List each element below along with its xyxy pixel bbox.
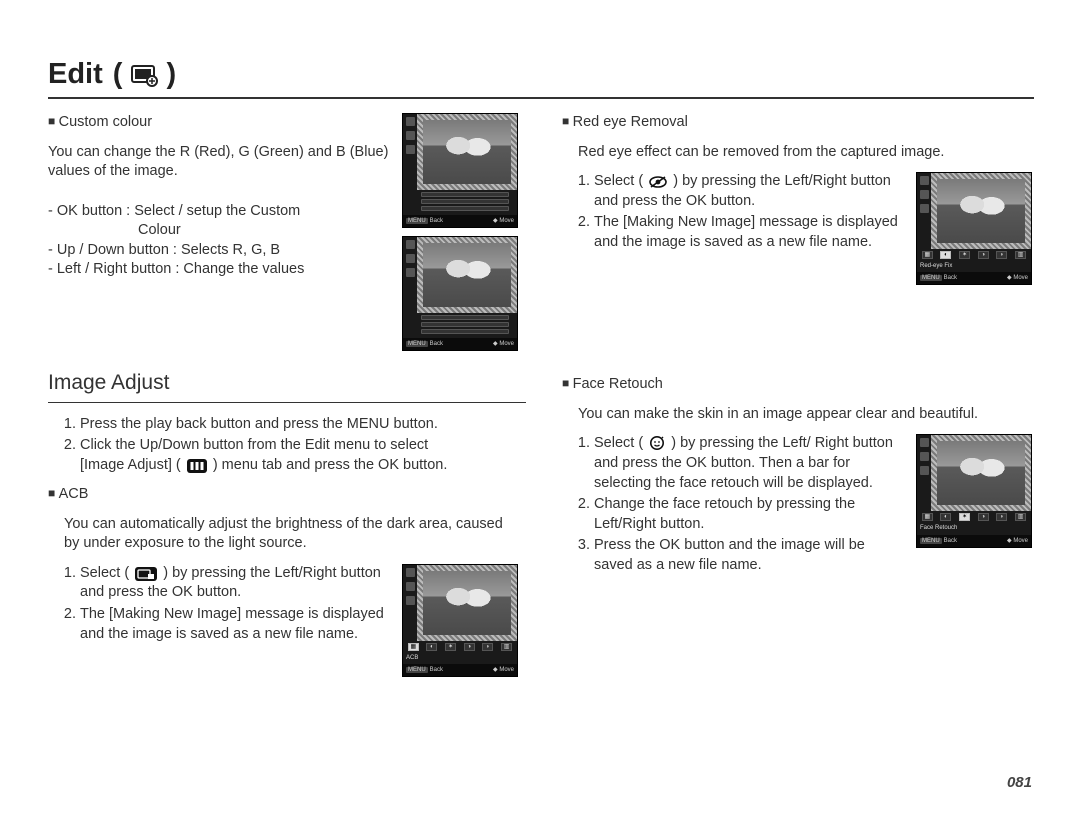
- lcd-face: ▦◐✶◑◗▥ Face Retouch MENUBack◆ Move: [916, 434, 1032, 547]
- page-number: 081: [1007, 774, 1032, 791]
- custom-colour-desc: You can change the R (Red), G (Green) an…: [48, 143, 392, 182]
- title-divider: [48, 97, 1034, 99]
- custom-colour-section: Custom colour You can change the R (Red)…: [48, 113, 518, 351]
- lcd-redeye: ▦◐✶◑◗▥ Red-eye Fix MENUBack◆ Move: [916, 172, 1032, 285]
- acb-step-1: Select ( ) by pressing the Left/Right bu…: [80, 564, 392, 603]
- face-step-3: Press the OK button and the image will b…: [594, 536, 906, 575]
- face-inline-icon: [649, 435, 665, 451]
- redeye-steps-block: Select ( ) by pressing the Left/Right bu…: [562, 172, 1032, 285]
- edit-badge-icon: [131, 65, 159, 87]
- lcd-acb: ▦◐✶◑◗▥ ACB MENUBack◆ Move: [402, 564, 518, 677]
- image-adjust-divider: [48, 402, 526, 403]
- acb-steps: Select ( ) by pressing the Left/Right bu…: [48, 564, 392, 644]
- face-step-2: Change the face retouch by pressing the …: [594, 495, 906, 534]
- acb-inline-icon: [135, 567, 157, 581]
- left-column: Custom colour You can change the R (Red)…: [48, 113, 518, 677]
- manual-page: Edit ( ) Custom colour You can change th…: [0, 0, 1080, 815]
- image-adjust-steps: Press the play back button and press the…: [48, 415, 518, 476]
- redeye-step-1: Select ( ) by pressing the Left/Right bu…: [594, 172, 906, 211]
- lcd-custom-colour-2: MENUBack◆ Move: [402, 236, 518, 351]
- custom-colour-heading: Custom colour: [48, 113, 392, 133]
- image-adjust-step-1: Press the play back button and press the…: [80, 415, 518, 435]
- lcd-custom-colour-1: MENUBack◆ Move: [402, 113, 518, 228]
- image-adjust-icon: [187, 459, 207, 473]
- acb-steps-block: Select ( ) by pressing the Left/Right bu…: [48, 564, 518, 677]
- redeye-step-2: The [Making New Image] message is displa…: [594, 213, 906, 252]
- custom-colour-bullet-1: - OK button : Select / setup the Custom: [48, 202, 392, 222]
- redeye-steps: Select ( ) by pressing the Left/Right bu…: [562, 172, 906, 252]
- face-steps-block: Select ( ) by pressing the Left/ Right b…: [562, 434, 1032, 585]
- face-step-1: Select ( ) by pressing the Left/ Right b…: [594, 434, 906, 493]
- custom-colour-bullet-2: - Up / Down button : Selects R, G, B: [48, 241, 392, 261]
- page-title-paren: ( ): [113, 58, 176, 91]
- image-adjust-heading: Image Adjust: [48, 369, 518, 397]
- image-adjust-step-2: Click the Up/Down button from the Edit m…: [80, 436, 518, 475]
- face-desc: You can make the skin in an image appear…: [562, 405, 1032, 425]
- custom-colour-screenshots: MENUBack◆ Move MENUBack◆ Move: [402, 113, 518, 351]
- acb-desc: You can automatically adjust the brightn…: [48, 515, 518, 554]
- redeye-inline-icon: [649, 175, 667, 189]
- redeye-desc: Red eye effect can be removed from the c…: [562, 143, 1032, 163]
- custom-colour-bullet-1b: Colour: [48, 221, 392, 241]
- acb-heading: ACB: [48, 485, 518, 505]
- face-heading: Face Retouch: [562, 375, 1032, 395]
- right-column: Red eye Removal Red eye effect can be re…: [562, 113, 1032, 677]
- page-title-text: Edit: [48, 58, 103, 91]
- content-columns: Custom colour You can change the R (Red)…: [48, 113, 1032, 677]
- acb-step-2: The [Making New Image] message is displa…: [80, 605, 392, 644]
- custom-colour-bullet-3: - Left / Right button : Change the value…: [48, 260, 392, 280]
- face-steps: Select ( ) by pressing the Left/ Right b…: [562, 434, 906, 575]
- redeye-heading: Red eye Removal: [562, 113, 1032, 133]
- page-title: Edit ( ): [48, 58, 1032, 91]
